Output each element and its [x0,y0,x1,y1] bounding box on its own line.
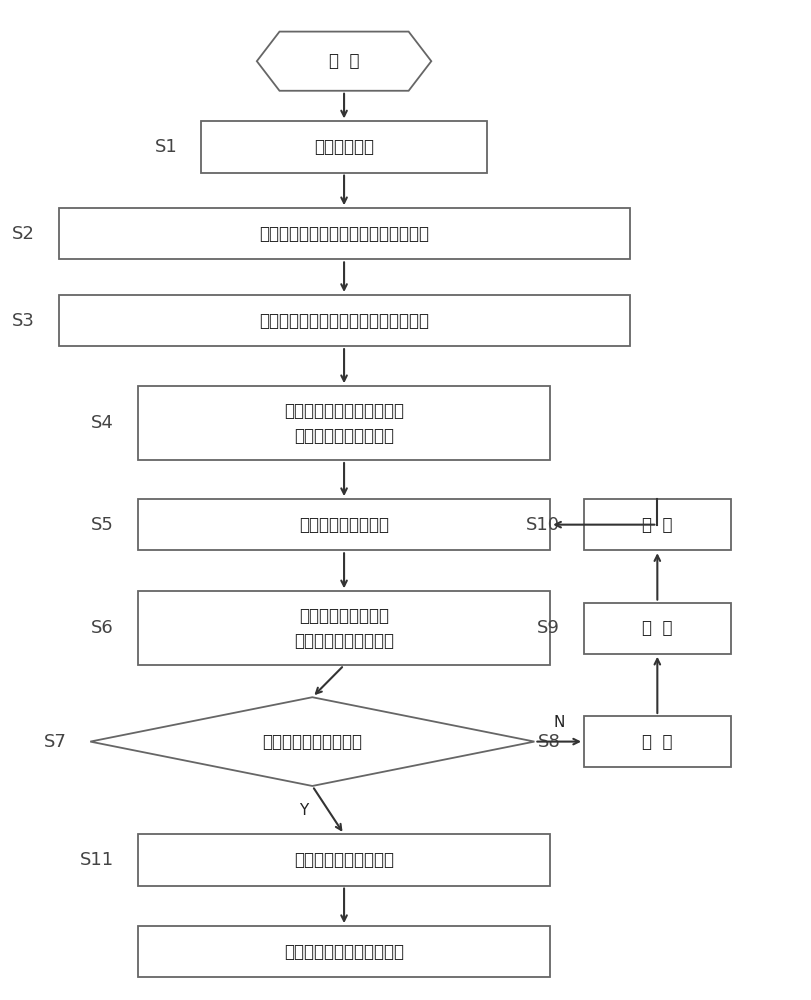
Polygon shape [257,32,431,91]
Text: 开  始: 开 始 [328,52,359,70]
Bar [584,603,731,654]
Text: 选  择: 选 择 [642,733,672,751]
Bar [584,499,731,550]
Text: S3: S3 [12,312,35,330]
Bar [138,386,551,460]
Text: 获取相关数据: 获取相关数据 [314,138,374,156]
Text: 输出最优个体，并解码: 输出最优个体，并解码 [294,851,394,869]
Text: Y: Y [299,803,308,818]
Text: S6: S6 [92,619,114,637]
Text: 得到最佳配送车辆路径方案: 得到最佳配送车辆路径方案 [284,943,404,961]
Bar [138,499,551,550]
Text: S10: S10 [526,516,560,534]
Text: N: N [553,715,565,730]
Text: S2: S2 [12,225,35,243]
Bar [138,834,551,886]
Text: 采用最优保存算法，
保存历代种群最优个体: 采用最优保存算法， 保存历代种群最优个体 [294,607,394,650]
Text: S1: S1 [155,138,178,156]
Text: S7: S7 [44,733,67,751]
Text: 计算种群个体适应度: 计算种群个体适应度 [299,516,389,534]
Text: 是否满足选代终止条件: 是否满足选代终止条件 [262,733,363,751]
Text: 基于改进遗传算法，确定个体编码原则: 基于改进遗传算法，确定个体编码原则 [259,312,429,330]
Bar [58,295,629,346]
Text: 交  叉: 交 叉 [642,619,672,637]
Bar [201,121,487,173]
Text: S11: S11 [80,851,114,869]
Text: 变  异: 变 异 [642,516,672,534]
Text: S4: S4 [91,414,114,432]
Text: 构建智能表配送车辆路径优化数学模型: 构建智能表配送车辆路径优化数学模型 [259,225,429,243]
Bar [138,926,551,977]
Bar [138,591,551,665]
Bar [584,716,731,767]
Text: S5: S5 [91,516,114,534]
Text: S8: S8 [538,733,560,751]
Text: S9: S9 [538,619,560,637]
Bar [58,208,629,259]
Polygon shape [90,697,534,786]
Text: 采用贪心算法初始化种群，
形成初步车辆配送方案: 采用贪心算法初始化种群， 形成初步车辆配送方案 [284,402,404,445]
